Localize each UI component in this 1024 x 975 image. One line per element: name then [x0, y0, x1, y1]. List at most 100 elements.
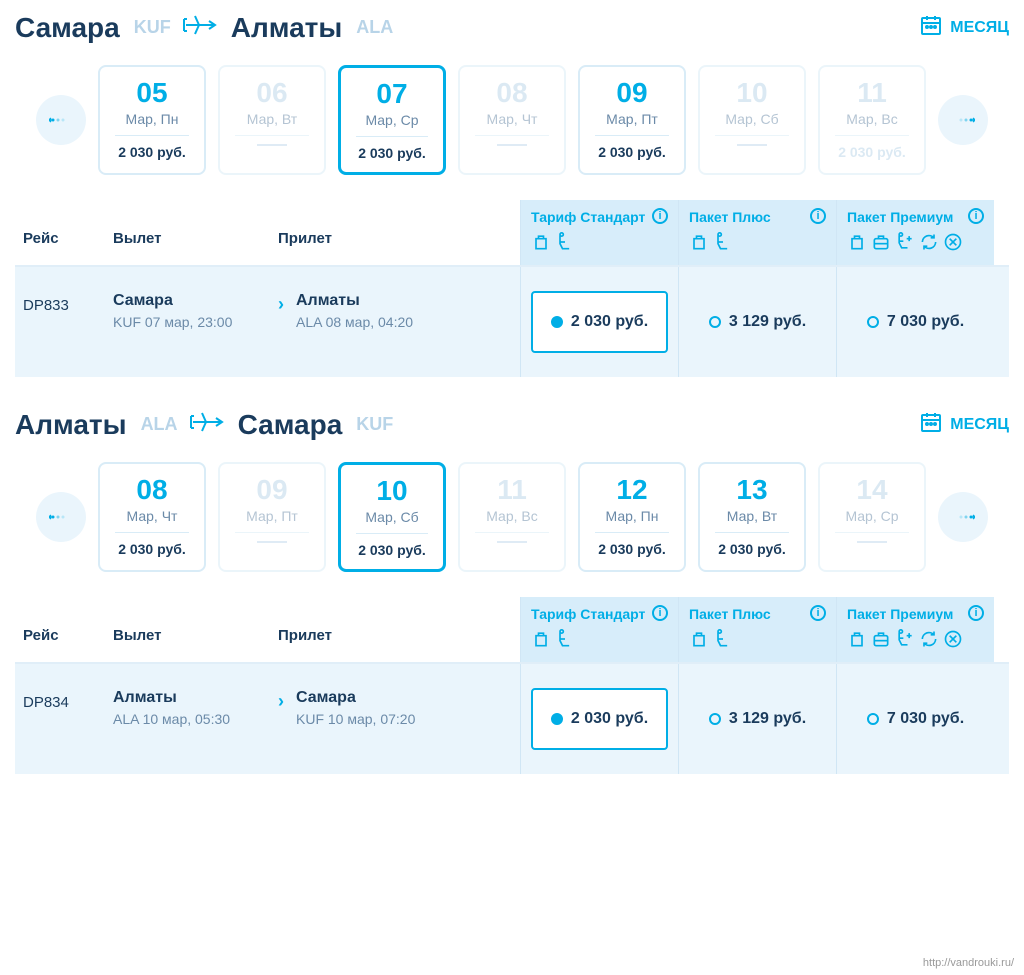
radio-icon — [867, 316, 879, 328]
day-card[interactable]: 11Мар, Вс2 030 руб. — [818, 65, 926, 175]
day-number: 10 — [376, 475, 407, 507]
departure-cell: СамараKUF 07 мар, 23:00 — [105, 267, 270, 377]
table-row: DP834АлматыALA 10 мар, 05:30›СамараKUF 1… — [15, 664, 1009, 774]
divider — [715, 532, 789, 533]
info-icon[interactable]: i — [810, 208, 826, 224]
flight-number: DP833 — [15, 267, 105, 377]
prev-arrow[interactable] — [36, 95, 86, 145]
day-card[interactable]: 13Мар, Вт2 030 руб. — [698, 462, 806, 572]
case-icon — [871, 232, 891, 257]
table-header: РейсВылетПрилетТариф СтандартiПакет Плюс… — [15, 200, 1009, 267]
fare-icons — [689, 629, 826, 654]
day-label: Мар, Чт — [487, 111, 538, 127]
month-button[interactable]: МЕСЯЦ — [920, 411, 1009, 438]
day-label: Мар, Сб — [725, 111, 778, 127]
next-arrow[interactable] — [938, 95, 988, 145]
day-card[interactable]: 07Мар, Ср2 030 руб. — [338, 65, 446, 175]
fare-header: Тариф Стандартi — [520, 597, 678, 662]
price-option[interactable]: 7 030 руб. — [847, 291, 984, 353]
route-header: СамараKUFАлматыALAМЕСЯЦ — [15, 10, 1009, 45]
price-value: 7 030 руб. — [887, 313, 964, 331]
arrival-cell: ›СамараKUF 10 мар, 07:20 — [270, 664, 520, 774]
day-card[interactable]: 14Мар, Ср — [818, 462, 926, 572]
refresh-icon — [919, 629, 939, 654]
dep-detail: KUF 07 мар, 23:00 — [113, 313, 262, 333]
info-icon[interactable]: i — [968, 208, 984, 224]
no-price-dash — [497, 541, 527, 543]
prev-arrow[interactable] — [36, 492, 86, 542]
divider — [475, 135, 549, 136]
fare-title: Пакет Плюс — [689, 208, 771, 226]
info-icon[interactable]: i — [652, 605, 668, 621]
divider — [235, 532, 309, 533]
arrow-icon: › — [278, 292, 284, 352]
plane-icon — [188, 407, 228, 442]
no-price-dash — [257, 144, 287, 146]
price-option[interactable]: 7 030 руб. — [847, 688, 984, 750]
day-card[interactable]: 08 Мар, Чт 2 030 руб. — [98, 462, 206, 572]
price-option[interactable]: 2 030 руб. — [531, 291, 668, 353]
no-price-dash — [497, 144, 527, 146]
month-label: МЕСЯЦ — [950, 416, 1009, 434]
price-value: 3 129 руб. — [729, 710, 806, 728]
fare-title: Тариф Стандарт — [531, 208, 645, 226]
fare-header: Пакет Плюс i — [678, 200, 836, 265]
day-price: 2 030 руб. — [838, 144, 906, 160]
fare-title: Пакет Премиум — [847, 208, 953, 226]
day-price: 2 030 руб. — [118, 541, 186, 557]
fare-title: Пакет Премиум — [847, 605, 953, 623]
divider — [115, 135, 189, 136]
info-icon[interactable]: i — [810, 605, 826, 621]
divider — [235, 135, 309, 136]
day-card[interactable]: 06Мар, Вт — [218, 65, 326, 175]
fare-icons — [531, 232, 668, 257]
cancel-icon — [943, 629, 963, 654]
calendar-icon — [920, 411, 942, 438]
flight-segment: СамараKUFАлматыALAМЕСЯЦ 05Мар, Пн2 030 ру… — [0, 0, 1024, 397]
price-option[interactable]: 3 129 руб. — [689, 688, 826, 750]
divider — [835, 135, 909, 136]
day-card[interactable]: 05Мар, Пн2 030 руб. — [98, 65, 206, 175]
month-button[interactable]: МЕСЯЦ — [920, 14, 1009, 41]
fare-title: Пакет Плюс — [689, 605, 771, 623]
next-arrow[interactable] — [938, 492, 988, 542]
origin-city: Самара — [15, 12, 120, 44]
day-number: 12 — [616, 474, 647, 506]
info-icon[interactable]: i — [968, 605, 984, 621]
day-card[interactable]: 12Мар, Пн2 030 руб. — [578, 462, 686, 572]
day-number: 13 — [736, 474, 767, 506]
day-card[interactable]: 08 Мар, Чт — [458, 65, 566, 175]
arr-detail: ALA 08 мар, 04:20 — [296, 313, 413, 333]
col-flight-header: Рейс — [15, 597, 105, 662]
bag-icon — [847, 232, 867, 257]
divider — [475, 532, 549, 533]
fare-cell: 3 129 руб. — [678, 267, 836, 377]
col-arrival-header: Прилет — [270, 597, 520, 662]
price-value: 2 030 руб. — [571, 313, 648, 331]
bag-icon — [531, 629, 551, 654]
fare-cell: 2 030 руб. — [520, 267, 678, 377]
info-icon[interactable]: i — [652, 208, 668, 224]
day-label: Мар, Пт — [606, 111, 658, 127]
day-card[interactable]: 11Мар, Вс — [458, 462, 566, 572]
bag-icon — [689, 629, 709, 654]
day-number: 08 — [496, 77, 527, 109]
day-price: 2 030 руб. — [118, 144, 186, 160]
origin-code: ALA — [141, 414, 178, 435]
col-departure-header: Вылет — [105, 597, 270, 662]
bag-icon — [847, 629, 867, 654]
day-card[interactable]: 09Мар, Пт2 030 руб. — [578, 65, 686, 175]
day-label: Мар, Чт — [127, 508, 178, 524]
day-number: 09 — [616, 77, 647, 109]
day-card[interactable]: 10Мар, Сб — [698, 65, 806, 175]
plane-icon — [181, 10, 221, 45]
day-card[interactable]: 10Мар, Сб2 030 руб. — [338, 462, 446, 572]
fare-icons — [531, 629, 668, 654]
day-card[interactable]: 09Мар, Пт — [218, 462, 326, 572]
day-number: 06 — [256, 77, 287, 109]
price-option[interactable]: 2 030 руб. — [531, 688, 668, 750]
day-number: 08 — [136, 474, 167, 506]
price-option[interactable]: 3 129 руб. — [689, 291, 826, 353]
fare-cell: 7 030 руб. — [836, 664, 994, 774]
fare-cell: 3 129 руб. — [678, 664, 836, 774]
